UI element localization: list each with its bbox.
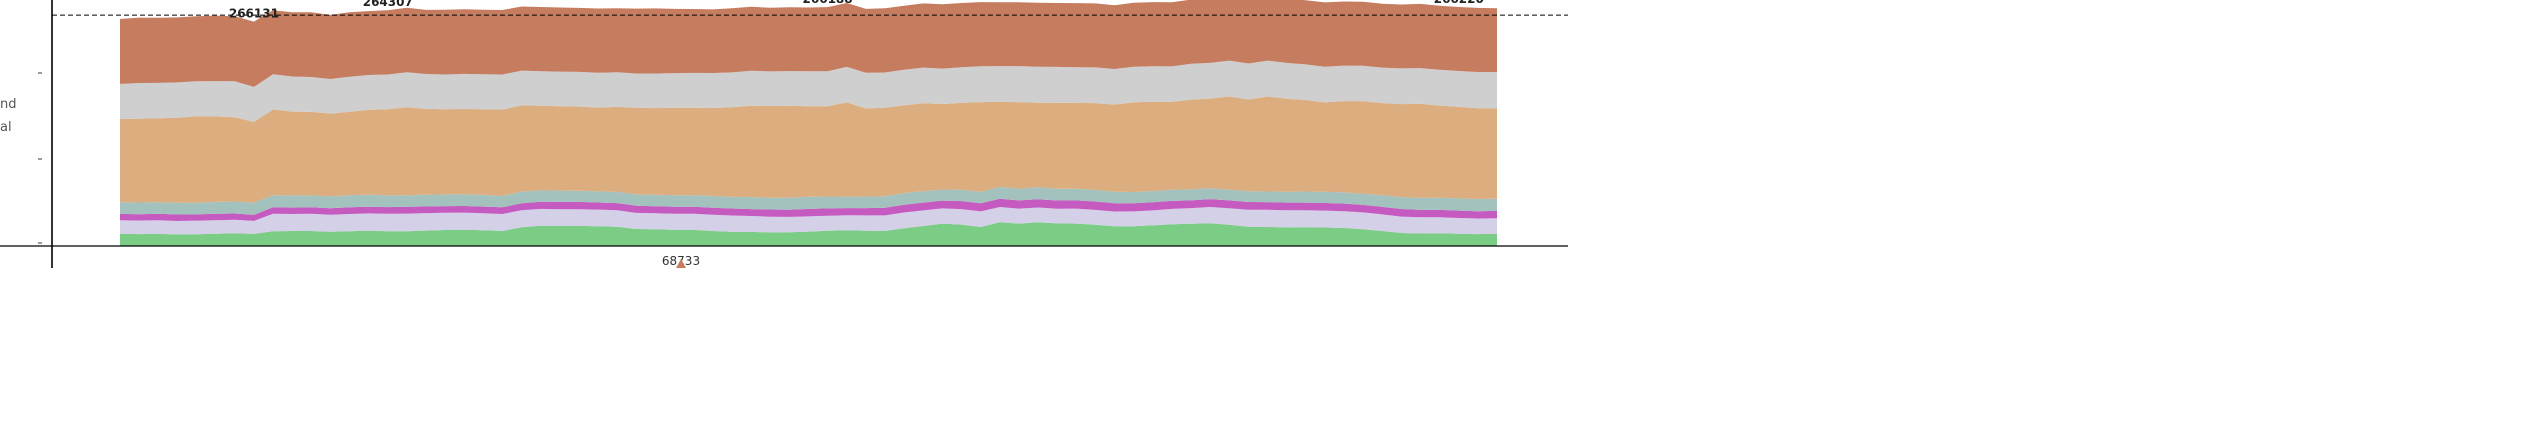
- chart-svg: nd al 266131 264307 266188 262825 254281 2655…: [0, 0, 1568, 268]
- total-label-5: 254281: [975, 0, 1025, 1]
- bottom-marker-triangle: [676, 259, 686, 268]
- side-label-2: al: [0, 120, 12, 135]
- area-series-4: [120, 187, 1497, 215]
- area-series-1: [120, 222, 1497, 246]
- area-series-6: [120, 60, 1497, 122]
- area-series-5: [120, 96, 1497, 203]
- total-label-1: 266131: [229, 7, 279, 21]
- stacked-area-chart: nd al 266131 264307 266188 262825 254281 2655…: [0, 0, 1568, 268]
- total-label-4: 262825: [917, 0, 967, 3]
- total-labels-layer: 266131 264307 266188 262825 254281 265523 2679…: [229, 0, 1484, 21]
- side-label-1: nd: [0, 97, 17, 112]
- total-label-2: 264307: [363, 0, 413, 9]
- total-label-3: 266188: [803, 0, 853, 6]
- area-series-2: [120, 207, 1497, 235]
- total-label-6: 265523: [1032, 0, 1082, 2]
- total-label-10: 263957: [1338, 0, 1388, 1]
- area-series-3: [120, 198, 1497, 221]
- area-series-7: [120, 0, 1497, 87]
- axes-layer: [0, 0, 1568, 268]
- total-label-7: 267996: [1128, 0, 1178, 1]
- total-label-11: 266220: [1434, 0, 1484, 6]
- areas-layer: [120, 0, 1497, 246]
